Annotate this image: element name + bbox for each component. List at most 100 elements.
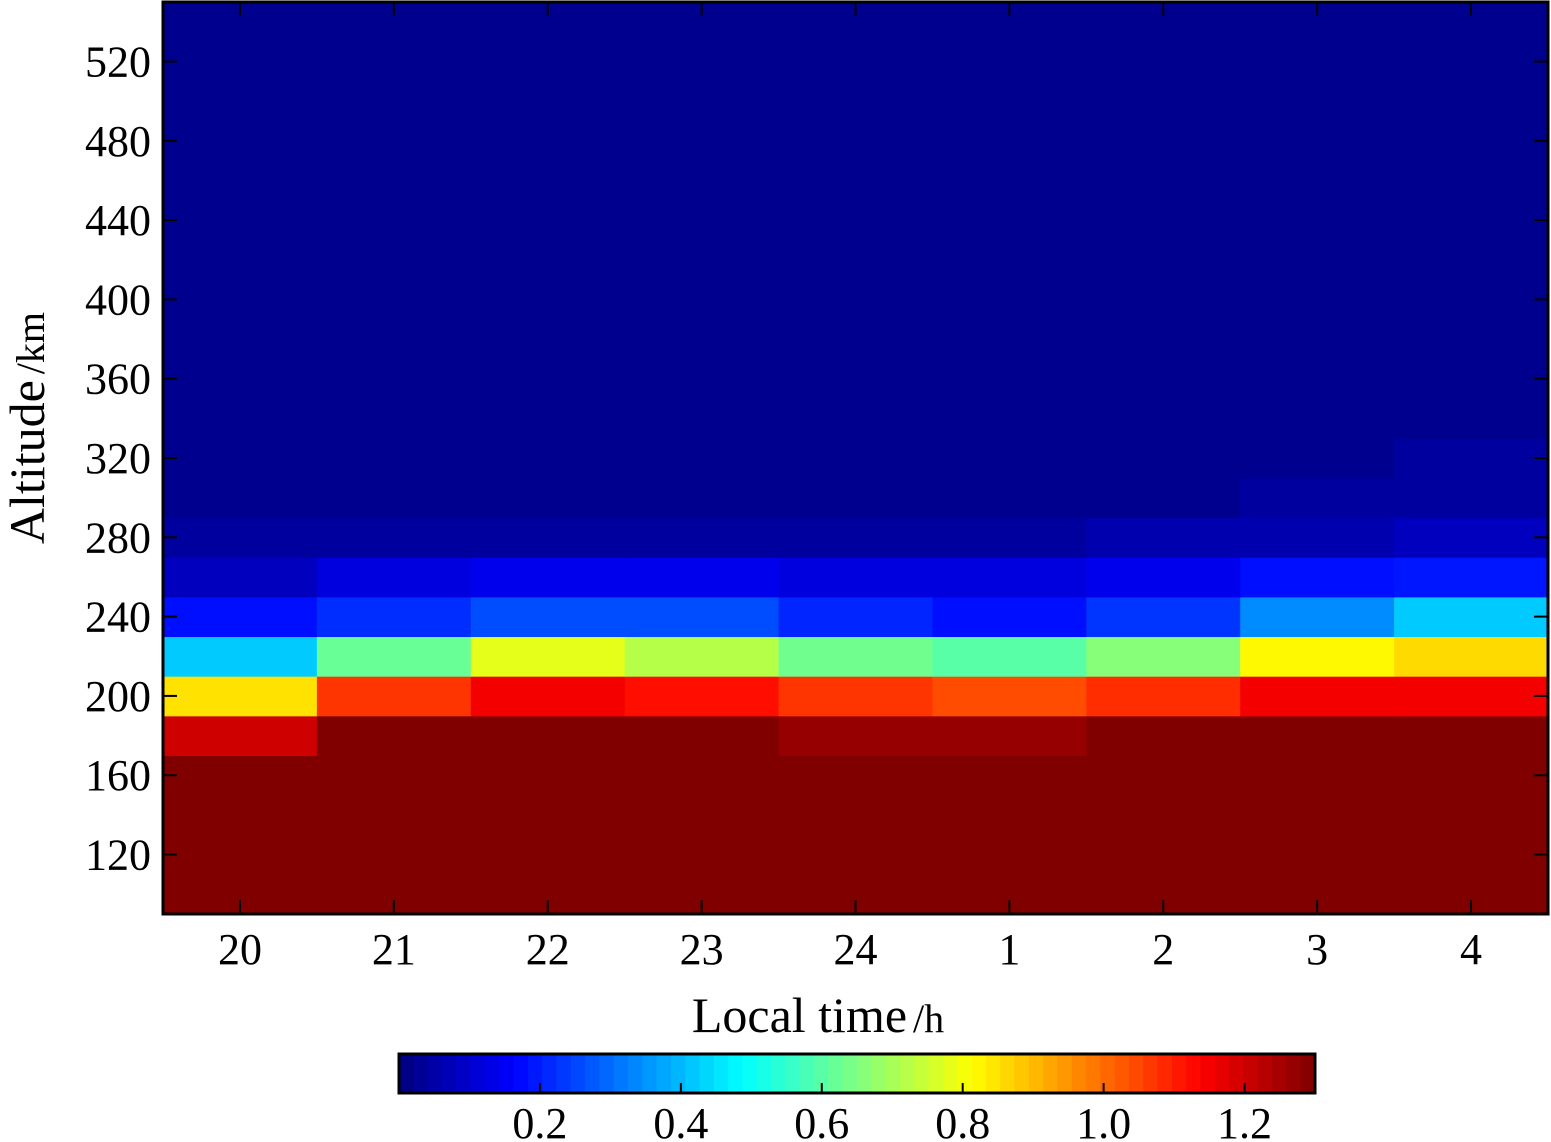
colorbar-segment	[527, 1054, 543, 1093]
heatmap-cell	[1394, 2, 1549, 439]
colorbar-segment	[542, 1054, 557, 1093]
colorbar-segment	[857, 1054, 872, 1093]
colorbar-segment	[828, 1054, 844, 1093]
heatmap-cell	[1240, 715, 1395, 756]
colorbar-segment	[570, 1054, 586, 1093]
heatmap-cell	[163, 755, 318, 915]
x-tick-label: 1	[998, 925, 1020, 974]
heatmap-cell	[163, 2, 318, 439]
heatmap-cell	[1394, 596, 1549, 638]
colorbar-segment	[413, 1054, 429, 1093]
heatmap-cell	[1394, 715, 1549, 756]
heatmap-cell	[778, 2, 934, 439]
heatmap-cell	[1394, 636, 1549, 677]
colorbar-segment	[427, 1054, 443, 1093]
heatmap-cell	[624, 715, 780, 756]
heatmap-cell	[316, 438, 472, 479]
heatmap-cell	[932, 557, 1087, 598]
heatmap-cell	[624, 755, 780, 915]
heatmap-cell	[624, 517, 780, 558]
colorbar-segment	[1272, 1054, 1287, 1093]
colorbar-tick-label: 0.8	[935, 1099, 990, 1142]
heatmap-cell	[163, 438, 318, 479]
heatmap-cell	[163, 636, 318, 677]
heatmap-cell	[1394, 477, 1549, 519]
heatmap-cell	[932, 636, 1087, 677]
heatmap-cell	[470, 477, 626, 519]
colorbar-segment	[771, 1054, 786, 1093]
heatmap-cell	[1394, 438, 1549, 479]
heatmap-cell	[316, 517, 472, 558]
heatmap-cell	[1086, 755, 1241, 915]
colorbar-segment	[885, 1054, 901, 1093]
heatmap-cell	[778, 676, 934, 717]
x-tick-label: 3	[1306, 925, 1328, 974]
heatmap-cell	[624, 2, 780, 439]
colorbar-segment	[513, 1054, 529, 1093]
colorbar-segment	[1229, 1054, 1244, 1093]
colorbar-tick-label: 0.2	[512, 1099, 567, 1142]
colorbar-segment	[1171, 1054, 1187, 1093]
colorbar-segment	[1114, 1054, 1130, 1093]
heatmap-cell	[1086, 2, 1241, 439]
heatmap-cell	[624, 596, 780, 638]
colorbar-segment	[1257, 1054, 1273, 1093]
colorbar-segment	[613, 1054, 629, 1093]
colorbar-segment	[1014, 1054, 1030, 1093]
heatmap-cell	[316, 636, 472, 677]
colorbar-segment	[1071, 1054, 1087, 1093]
heatmap-cell	[1394, 557, 1549, 598]
heatmap-cell	[1240, 676, 1395, 717]
heatmap-cell	[1240, 596, 1395, 638]
colorbar-segment	[928, 1054, 944, 1093]
y-axis: 120 160 200 240 280 320 360 400 440 480 520	[85, 37, 1548, 880]
x-tick-label: 21	[372, 925, 416, 974]
heatmap-cell	[778, 438, 934, 479]
heatmap-cell	[1240, 438, 1395, 479]
heatmap-cell	[470, 557, 626, 598]
colorbar-segment	[599, 1054, 615, 1093]
colorbar-segment	[1243, 1054, 1259, 1093]
heatmap-cell	[1394, 755, 1549, 915]
heatmap-cell	[1086, 557, 1241, 598]
heatmap-cell	[1086, 715, 1241, 756]
heatmap-cell	[1240, 755, 1395, 915]
heatmap-cell	[163, 477, 318, 519]
heatmap-cell	[624, 557, 780, 598]
heatmap-cell	[163, 557, 318, 598]
heatmap-cell	[470, 715, 626, 756]
heatmap-cell	[778, 636, 934, 677]
x-tick-label: 20	[218, 925, 262, 974]
heatmap-cell	[1240, 517, 1395, 558]
heatmap-cell	[1086, 676, 1241, 717]
colorbar-segment	[1043, 1054, 1058, 1093]
colorbar-tick-label: 0.4	[653, 1099, 708, 1142]
x-tick-label: 24	[834, 925, 878, 974]
colorbar-segment	[1028, 1054, 1044, 1093]
colorbar-segment	[441, 1054, 457, 1093]
colorbar-segment	[642, 1054, 658, 1093]
colorbar-segment	[1057, 1054, 1073, 1093]
heatmap-cell	[1240, 636, 1395, 677]
colorbar-segment	[699, 1054, 715, 1093]
colorbar-segment	[1143, 1054, 1159, 1093]
heatmap-cell	[1240, 557, 1395, 598]
heatmap-cell	[624, 636, 780, 677]
colorbar-segment	[1157, 1054, 1173, 1093]
colorbar-tick-label: 0.6	[794, 1099, 849, 1142]
colorbar-segment	[1200, 1054, 1216, 1093]
heatmap-cell	[1086, 438, 1241, 479]
colorbar-segment	[628, 1054, 643, 1093]
y-tick-label: 160	[85, 751, 151, 800]
colorbar-tick-label: 1.2	[1217, 1099, 1272, 1142]
y-tick-label: 240	[85, 593, 151, 642]
x-tick-label: 4	[1460, 925, 1482, 974]
x-axis: 20 21 22 23 24 1 2 3 4	[218, 2, 1482, 974]
y-tick-label: 120	[85, 831, 151, 880]
heatmap-cell	[470, 517, 626, 558]
colorbar-segment	[713, 1054, 729, 1093]
y-tick-label: 320	[85, 434, 151, 483]
heatmap-cell	[778, 715, 934, 756]
colorbar-segment	[1086, 1054, 1101, 1093]
y-tick-label: 480	[85, 117, 151, 166]
